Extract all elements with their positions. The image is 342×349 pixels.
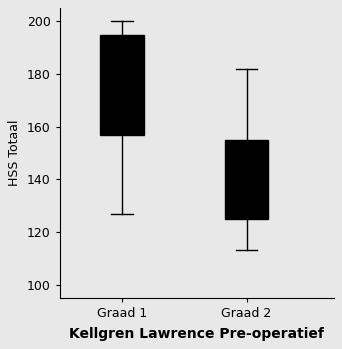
X-axis label: Kellgren Lawrence Pre-operatief: Kellgren Lawrence Pre-operatief: [69, 327, 324, 341]
PathPatch shape: [225, 140, 268, 219]
Y-axis label: HSS Totaal: HSS Totaal: [8, 120, 21, 186]
PathPatch shape: [100, 35, 144, 135]
